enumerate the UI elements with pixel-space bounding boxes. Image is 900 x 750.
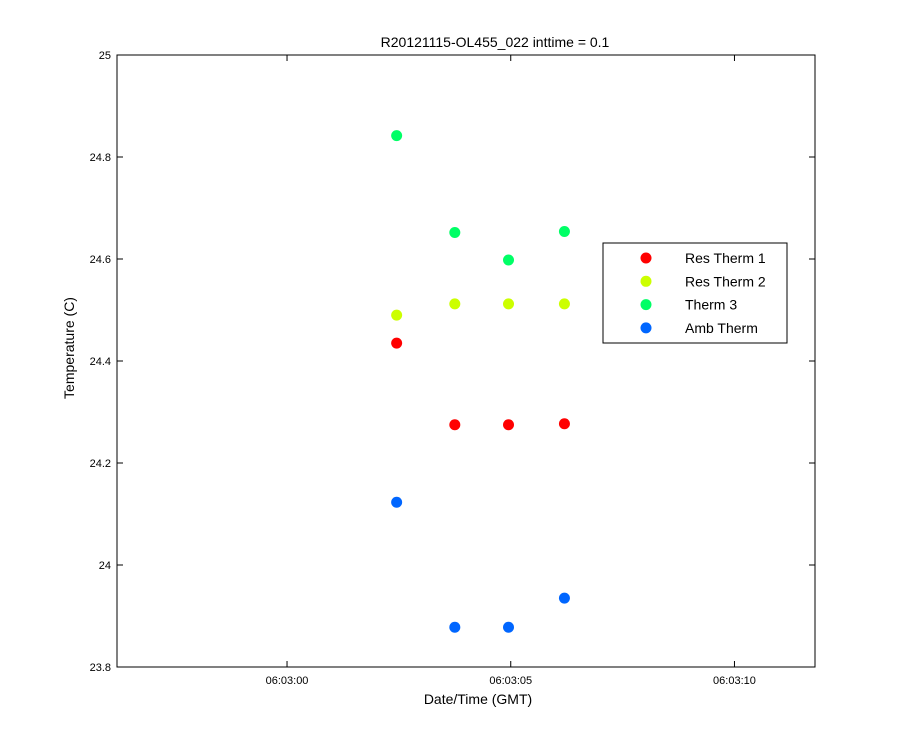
point-res-therm-2 <box>503 298 515 310</box>
point-therm-3 <box>558 225 570 237</box>
point-amb-therm <box>449 621 461 633</box>
point-amb-therm <box>391 496 403 508</box>
point-res-therm-2 <box>449 298 461 310</box>
data-points <box>391 130 570 633</box>
y-tick-label: 24 <box>99 560 111 572</box>
legend-label-amb-therm: Amb Therm <box>685 320 758 336</box>
y-tick-label: 25 <box>99 50 111 62</box>
point-amb-therm <box>503 621 515 633</box>
point-res-therm-1 <box>391 337 403 349</box>
point-res-therm-1 <box>449 419 461 431</box>
x-tick-label: 06:03:05 <box>489 675 532 687</box>
legend-marker-res-therm-1 <box>640 252 652 264</box>
point-res-therm-1 <box>558 418 570 430</box>
x-axis-title: Date/Time (GMT) <box>424 691 532 707</box>
legend-marker-res-therm-2 <box>640 275 652 287</box>
x-tick-label: 06:03:10 <box>713 675 756 687</box>
point-therm-3 <box>503 254 515 266</box>
x-tick-label: 06:03:00 <box>266 675 309 687</box>
legend-box <box>602 242 788 344</box>
legend-label-res-therm-1: Res Therm 1 <box>685 250 766 266</box>
y-tick-label: 24.6 <box>90 254 111 266</box>
point-res-therm-2 <box>391 309 403 321</box>
y-tick-label: 24.4 <box>90 356 111 368</box>
legend-marker-therm-3 <box>640 299 652 311</box>
legend-label-therm-3: Therm 3 <box>685 297 737 313</box>
y-tick-label: 24.8 <box>90 152 111 164</box>
legend-marker-amb-therm <box>640 322 652 334</box>
chart-title: R20121115-OL455_022 inttime = 0.1 <box>381 34 610 50</box>
point-amb-therm <box>558 592 570 604</box>
y-axis: 23.8 24 24.2 24.4 24.6 24.8 25 <box>90 50 815 674</box>
y-tick-label: 23.8 <box>90 662 111 674</box>
point-res-therm-1 <box>503 419 515 431</box>
legend: Res Therm 1 Res Therm 2 Therm 3 Amb Therm <box>602 242 788 344</box>
x-axis: 06:03:00 06:03:05 06:03:10 <box>266 55 756 687</box>
plot-area <box>116 54 816 668</box>
point-res-therm-2 <box>558 298 570 310</box>
point-therm-3 <box>449 226 461 238</box>
legend-label-res-therm-2: Res Therm 2 <box>685 273 766 289</box>
point-therm-3 <box>391 130 403 142</box>
y-tick-label: 24.2 <box>90 458 111 470</box>
y-axis-title: Temperature (C) <box>61 297 77 399</box>
